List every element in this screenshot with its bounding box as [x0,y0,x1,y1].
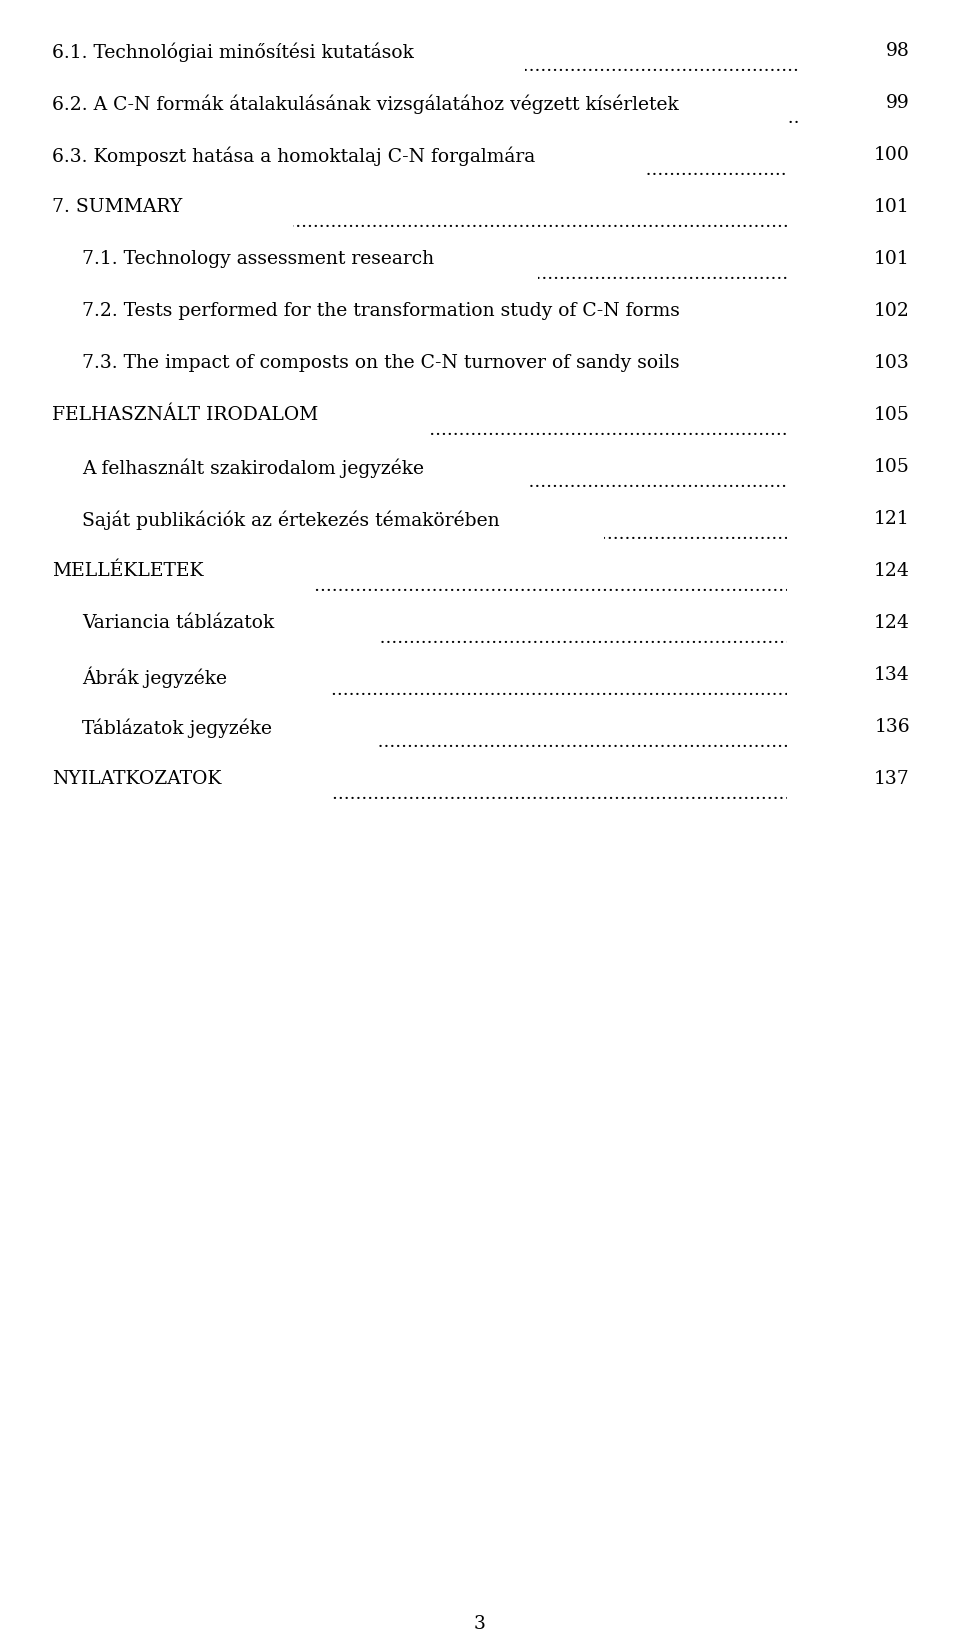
Text: Táblázatok jegyzéke: Táblázatok jegyzéke [82,719,272,738]
Text: 101: 101 [875,198,910,216]
Text: Variancia táblázatok: Variancia táblázatok [82,615,275,631]
Text: ................................................................................: ........................................… [0,473,960,491]
Text: Saját publikációk az értekezés témakörében: Saját publikációk az értekezés témaköréb… [82,509,499,529]
Text: 98: 98 [886,41,910,59]
Text: MELLÉKLETEK: MELLÉKLETEK [52,562,204,580]
Text: ................................................................................: ........................................… [0,681,960,699]
Text: 6.2. A C-N formák átalakulásának vizsgálatához végzett kísérletek: 6.2. A C-N formák átalakulásának vizsgál… [52,94,679,114]
Text: 99: 99 [886,94,910,112]
Text: 7.1. Technology assessment research: 7.1. Technology assessment research [82,250,434,269]
Text: 101: 101 [875,250,910,269]
Text: 6.3. Komposzt hatása a homoktalaj C-N forgalmára: 6.3. Komposzt hatása a homoktalaj C-N fo… [52,147,536,165]
Text: ................................................................................: ........................................… [0,577,960,595]
Text: 136: 136 [875,719,910,737]
Text: 105: 105 [875,405,910,424]
Text: 7. SUMMARY: 7. SUMMARY [52,198,182,216]
Text: ................................................................................: ........................................… [0,160,960,178]
Text: 102: 102 [875,302,910,320]
Text: 6.1. Technológiai minősítési kutatások: 6.1. Technológiai minősítési kutatások [52,41,414,61]
Text: 103: 103 [875,354,910,372]
Text: 3: 3 [474,1615,486,1633]
Text: NYILATKOZATOK: NYILATKOZATOK [52,770,222,788]
Text: ................................................................................: ........................................… [0,265,960,282]
Text: 134: 134 [875,666,910,684]
Text: 7.2. Tests performed for the transformation study of C-N forms: 7.2. Tests performed for the transformat… [82,302,680,320]
Text: 137: 137 [875,770,910,788]
Text: 124: 124 [875,562,910,580]
Text: ................................................................................: ........................................… [0,784,960,803]
Text: ................................................................................: ........................................… [0,420,960,438]
Text: 105: 105 [875,458,910,476]
Text: 100: 100 [875,147,910,165]
Text: ................................................................................: ........................................… [0,213,960,231]
Text: ................................................................................: ........................................… [0,628,960,646]
Text: 121: 121 [875,509,910,527]
Text: ................................................................................: ........................................… [0,733,960,750]
Text: ................................................................................: ........................................… [0,109,960,127]
Text: A felhasznált szakirodalom jegyzéke: A felhasznált szakirodalom jegyzéke [82,458,424,478]
Text: 124: 124 [875,615,910,631]
Text: FELHASZNÁLT IRODALOM: FELHASZNÁLT IRODALOM [52,405,319,424]
Text: Ábrák jegyzéke: Ábrák jegyzéke [82,666,227,687]
Text: ................................................................................: ........................................… [0,56,960,74]
Text: ................................................................................: ........................................… [0,524,960,542]
Text: 7.3. The impact of composts on the C-N turnover of sandy soils: 7.3. The impact of composts on the C-N t… [82,354,680,372]
